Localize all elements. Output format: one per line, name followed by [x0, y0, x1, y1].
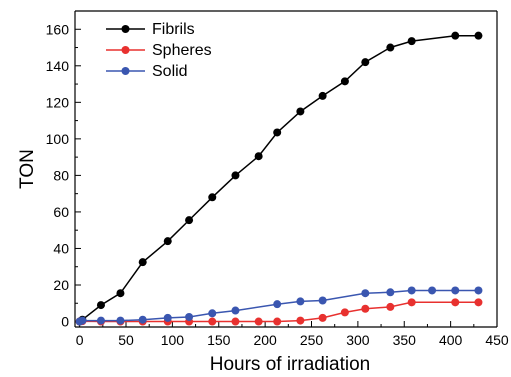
x-tick-label: 450: [485, 332, 509, 348]
spheres-data-point: [340, 308, 349, 317]
fibrils-legend-marker: [121, 25, 130, 33]
solid-data-point: [451, 286, 460, 295]
fibrils-data-point: [296, 107, 305, 116]
fibrils-data-point: [208, 193, 217, 202]
x-tick-label: 350: [393, 332, 417, 348]
y-axis-title: TON: [17, 149, 38, 189]
fibrils-data-point: [407, 37, 416, 46]
x-axis-ticks: 0 50 100 150 200 250 300 350 400 450: [76, 321, 509, 348]
legend: Fibrils Spheres Solid: [106, 21, 212, 80]
y-tick-label: 0: [61, 314, 69, 330]
spheres-data-point: [231, 317, 240, 326]
fibrils-data-point: [386, 43, 395, 52]
solid-data-point: [428, 286, 437, 295]
solid-data-point: [163, 313, 172, 322]
spheres-data-point: [254, 317, 263, 326]
x-axis-title: Hours of irradiation: [210, 354, 371, 375]
x-tick-label: 200: [253, 332, 277, 348]
fibrils-series-line: [79, 34, 479, 323]
spheres-data-point: [451, 298, 460, 307]
fibrils-data-point: [138, 258, 147, 267]
y-tick-label: 60: [53, 204, 69, 220]
fibrils-data-point: [231, 171, 240, 180]
y-tick-label: 80: [53, 167, 69, 183]
y-tick-label: 160: [46, 21, 70, 37]
solid-data-point: [474, 286, 483, 295]
y-tick-label: 100: [46, 131, 70, 147]
spheres-data-point: [361, 304, 370, 313]
y-tick-label: 20: [53, 277, 69, 293]
fibrils-data-point: [96, 301, 105, 310]
y-tick-label: 120: [46, 94, 70, 110]
solid-data-point: [116, 316, 125, 325]
solid-legend-marker: [121, 67, 130, 75]
fibrils-data-point: [474, 31, 483, 40]
spheres-data-point: [407, 298, 416, 307]
y-tick-label: 140: [46, 58, 70, 74]
spheres-legend-marker: [121, 46, 130, 54]
y-axis-ticks: 0 20 40 60 80 100 120 140 160: [46, 21, 81, 330]
fibrils-legend-label: Fibrils: [152, 21, 195, 38]
series-layer: [75, 31, 483, 326]
solid-data-point: [361, 289, 370, 298]
solid-data-point: [138, 315, 147, 324]
x-tick-label: 400: [439, 332, 463, 348]
spheres-data-point: [296, 316, 305, 325]
y-tick-label: 40: [53, 240, 69, 256]
fibrils-data-point: [318, 91, 327, 100]
solid-data-point: [407, 286, 416, 295]
spheres-data-point: [474, 298, 483, 307]
fibrils-data-point: [451, 31, 460, 40]
fibrils-data-point: [185, 216, 194, 225]
solid-legend-label: Solid: [152, 63, 188, 80]
solid-data-point: [208, 309, 217, 318]
fibrils-data-point: [361, 58, 370, 67]
spheres-data-point: [208, 317, 217, 326]
fibrils-data-point: [254, 152, 263, 161]
x-tick-label: 50: [118, 332, 134, 348]
fibrils-data-point: [116, 289, 125, 298]
solid-data-point: [296, 297, 305, 306]
spheres-data-point: [273, 317, 282, 326]
x-tick-label: 100: [161, 332, 185, 348]
fibrils-data-point: [163, 237, 172, 246]
solid-data-point: [386, 288, 395, 297]
plot-frame: [74, 10, 498, 328]
x-tick-label: 250: [300, 332, 324, 348]
fibrils-data-point: [340, 77, 349, 86]
solid-data-point: [96, 316, 105, 325]
x-tick-label: 150: [207, 332, 231, 348]
solid-data-point: [231, 306, 240, 315]
spheres-legend-label: Spheres: [152, 42, 212, 59]
solid-data-point: [78, 316, 87, 325]
spheres-data-point: [318, 313, 327, 322]
fibrils-data-point: [273, 128, 282, 137]
x-tick-label: 0: [76, 332, 84, 348]
solid-data-point: [318, 296, 327, 305]
x-tick-label: 300: [346, 332, 370, 348]
spheres-data-point: [386, 302, 395, 311]
solid-data-point: [273, 300, 282, 309]
solid-data-point: [185, 312, 194, 321]
